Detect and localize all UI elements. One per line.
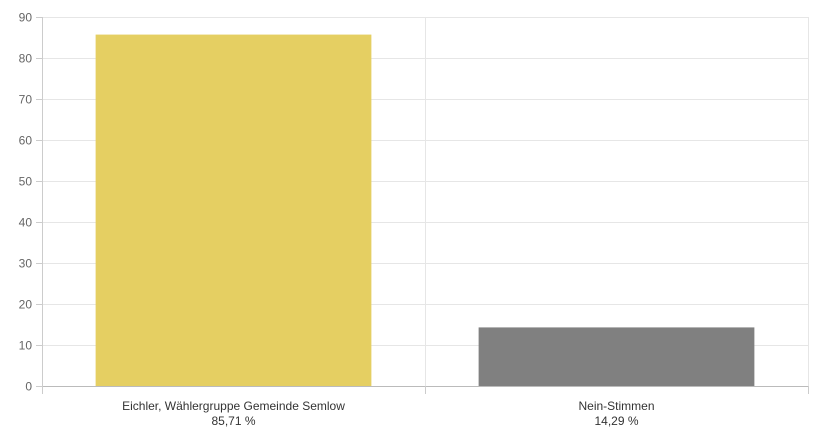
bar-2 (478, 327, 755, 386)
y-tick-label: 30 (19, 257, 33, 271)
x-category-label: Eichler, Wählergruppe Gemeinde Semlow (122, 399, 345, 413)
labels: 0 10 20 30 40 50 60 70 80 90 Eichler, Wählergruppe… (19, 11, 655, 428)
y-tick-label: 20 (19, 298, 33, 312)
bar-1 (95, 34, 372, 387)
y-tick-label: 90 (19, 11, 33, 25)
y-tick-label: 50 (19, 175, 33, 189)
y-tick-label: 70 (19, 93, 33, 107)
y-tick-label: 40 (19, 216, 33, 230)
y-tick-label: 0 (25, 380, 32, 394)
x-category-percent-label: 14,29 % (594, 414, 638, 428)
axes (36, 17, 809, 394)
y-tick-label: 80 (19, 52, 33, 66)
x-category-label: Nein-Stimmen (578, 399, 654, 413)
y-tick-label: 60 (19, 134, 33, 148)
bars (95, 34, 755, 387)
y-tick-label: 10 (19, 339, 33, 353)
x-category-percent-label: 85,71 % (211, 414, 255, 428)
